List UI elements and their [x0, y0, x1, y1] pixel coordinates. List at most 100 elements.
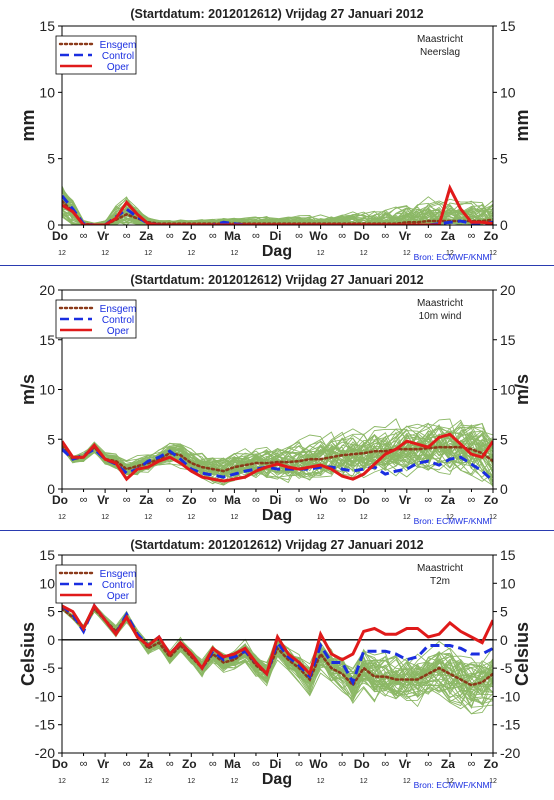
x-tick-mark-symbol: ∞ [80, 230, 88, 242]
x-tick-label-day: Do [52, 493, 68, 507]
series-line-control [62, 194, 493, 225]
x-tick-mark-symbol: ∞ [80, 494, 88, 506]
y-tick-label-left: 15 [39, 547, 55, 563]
y-tick-label-right: 20 [500, 282, 516, 298]
x-tick-mark-symbol: ∞ [295, 758, 303, 770]
ensemble-member-line [62, 202, 493, 225]
x-tick-label-hour: 12 [360, 514, 368, 521]
x-tick-label-hour: 12 [144, 778, 152, 785]
x-tick-label-hour: 12 [231, 778, 239, 785]
y-tick-label-left: 5 [47, 151, 55, 167]
x-tick-label-hour: 12 [231, 250, 239, 257]
x-tick-label-hour: 12 [187, 250, 195, 257]
x-tick-label-day: Za [441, 493, 455, 507]
x-tick-label-day: Vr [399, 229, 411, 243]
chart-svg: (Startdatum: 2012012612) Vrijdag 27 Janu… [18, 7, 532, 262]
x-tick-label-day: Za [139, 493, 153, 507]
y-axis-label-left: Celsius [18, 622, 38, 686]
y-tick-label-left: -15 [35, 717, 55, 733]
variable-label: 10m wind [419, 311, 462, 322]
x-tick-label-hour: 12 [489, 250, 497, 257]
x-tick-mark-symbol: ∞ [424, 758, 432, 770]
x-tick-mark-symbol: ∞ [209, 230, 217, 242]
x-tick-label-hour: 12 [360, 250, 368, 257]
x-tick-label-hour: 12 [101, 778, 109, 785]
chart-svg: (Startdatum: 2012012612) Vrijdag 27 Janu… [18, 273, 532, 526]
y-tick-label-left: 20 [39, 282, 55, 298]
x-tick-label-day: Zo [182, 229, 197, 243]
legend-label-control: Control [102, 580, 134, 591]
chart-title: (Startdatum: 2012012612) Vrijdag 27 Janu… [130, 7, 423, 21]
x-tick-mark-symbol: ∞ [252, 230, 260, 242]
legend-label-ensgem: Ensgem [100, 40, 137, 51]
x-axis-label: Dag [262, 507, 292, 524]
legend-label-control: Control [102, 51, 134, 62]
legend-label-oper: Oper [107, 62, 130, 73]
y-tick-label-left: 0 [47, 481, 55, 497]
x-tick-mark-symbol: ∞ [381, 494, 389, 506]
x-axis-label: Dag [262, 771, 292, 788]
x-tick-label-hour: 12 [317, 514, 325, 521]
y-tick-label-right: 5 [500, 431, 508, 447]
y-axis-label-left: mm [18, 109, 38, 141]
plot-area [62, 418, 493, 488]
panel-separator [0, 265, 554, 266]
x-tick-label-hour: 12 [101, 514, 109, 521]
y-axis-label-right: m/s [512, 374, 532, 405]
x-tick-label-day: Wo [309, 493, 327, 507]
x-tick-mark-symbol: ∞ [123, 494, 131, 506]
plot-area [62, 183, 493, 225]
y-tick-label-left: 15 [39, 332, 55, 348]
x-tick-mark-symbol: ∞ [468, 758, 476, 770]
x-tick-label-day: Zo [484, 229, 499, 243]
x-tick-mark-symbol: ∞ [338, 230, 346, 242]
x-tick-label-hour: 12 [317, 250, 325, 257]
x-tick-mark-symbol: ∞ [252, 494, 260, 506]
meteogram-panel-2: (Startdatum: 2012012612) Vrijdag 27 Janu… [0, 266, 554, 530]
x-tick-label-hour: 12 [274, 778, 282, 785]
series-line-ensgem [62, 444, 493, 473]
y-axis-label-right: mm [512, 109, 532, 141]
chart-title: (Startdatum: 2012012612) Vrijdag 27 Janu… [130, 273, 423, 287]
x-tick-label-day: Vr [97, 229, 109, 243]
legend-label-oper: Oper [107, 591, 130, 602]
x-tick-label-hour: 12 [58, 778, 66, 785]
x-tick-label-day: Di [270, 757, 282, 771]
x-tick-mark-symbol: ∞ [295, 494, 303, 506]
x-tick-label-day: Do [354, 229, 370, 243]
x-tick-label-hour: 12 [144, 250, 152, 257]
y-axis-label-right: Celsius [512, 622, 532, 686]
x-tick-label-hour: 12 [446, 250, 454, 257]
x-tick-label-hour: 12 [187, 778, 195, 785]
x-tick-mark-symbol: ∞ [252, 758, 260, 770]
x-tick-mark-symbol: ∞ [338, 494, 346, 506]
x-tick-mark-symbol: ∞ [338, 758, 346, 770]
meteogram-panel-3: (Startdatum: 2012012612) Vrijdag 27 Janu… [0, 531, 554, 795]
x-tick-label-hour: 12 [446, 514, 454, 521]
x-tick-label-hour: 12 [403, 778, 411, 785]
x-tick-label-hour: 12 [58, 250, 66, 257]
x-tick-label-day: Vr [97, 757, 109, 771]
x-tick-label-hour: 12 [231, 514, 239, 521]
series-line-oper [62, 183, 493, 225]
y-tick-label-right: 0 [500, 217, 508, 233]
x-tick-mark-symbol: ∞ [424, 494, 432, 506]
x-tick-label-day: Do [52, 229, 68, 243]
y-tick-label-right: 10 [500, 84, 516, 100]
x-tick-mark-symbol: ∞ [295, 230, 303, 242]
x-tick-label-hour: 12 [360, 778, 368, 785]
x-tick-label-day: Za [441, 229, 455, 243]
panel-separator [0, 530, 554, 531]
y-tick-label-left: 10 [39, 382, 55, 398]
y-tick-label-left: 10 [39, 84, 55, 100]
x-tick-mark-symbol: ∞ [209, 758, 217, 770]
x-tick-label-hour: 12 [101, 250, 109, 257]
x-tick-label-day: Do [354, 493, 370, 507]
y-tick-label-left: -5 [43, 660, 56, 676]
x-tick-label-day: Zo [484, 757, 499, 771]
x-tick-label-day: Do [354, 757, 370, 771]
y-tick-label-left: 10 [39, 575, 55, 591]
x-tick-mark-symbol: ∞ [424, 230, 432, 242]
x-tick-mark-symbol: ∞ [80, 758, 88, 770]
